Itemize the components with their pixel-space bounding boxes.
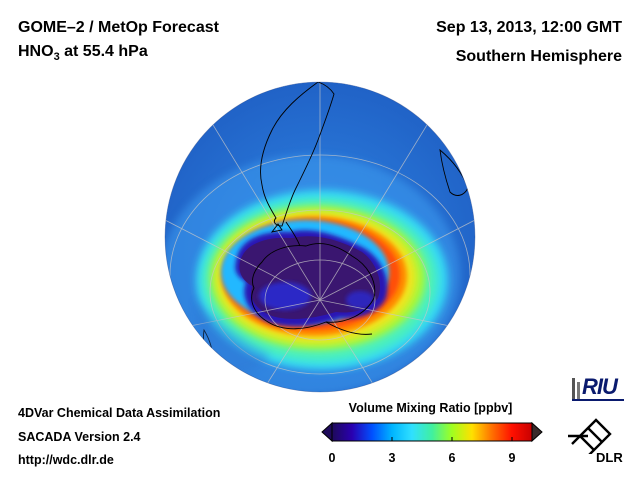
datetime-label: Sep 13, 2013, 12:00 GMT [436, 19, 622, 36]
riu-logo-text: RIU [582, 374, 618, 399]
pressure-level: at 55.4 hPa [59, 43, 148, 60]
map-subtitle: HNO3 at 55.4 hPa [18, 42, 148, 67]
map-title: GOME–2 / MetOp Forecast [18, 19, 219, 36]
colorbar-tick-label: 0 [328, 451, 336, 465]
colorbar-tick-label: 3 [388, 451, 396, 465]
colorbar-tick-label: 9 [508, 451, 516, 465]
globe-outline [164, 81, 476, 393]
dlr-logo-text: DLR [596, 450, 623, 465]
colorbar-max-arrow [531, 421, 543, 443]
dlr-logo-icon [568, 418, 612, 454]
footer-version: SACADA Version 2.4 [18, 430, 141, 444]
colorbar-ramp [331, 422, 533, 442]
colorbar-tick-marks [331, 437, 513, 441]
colorbar [321, 421, 543, 443]
footer-method: 4DVar Chemical Data Assimilation [18, 406, 221, 420]
hemisphere-map [164, 81, 476, 393]
footer-url-link[interactable]: http://wdc.dlr.de [18, 453, 114, 467]
region-label: Southern Hemisphere [455, 48, 622, 65]
colorbar-title: Volume Mixing Ratio [ppbv] [348, 401, 513, 415]
species-name: HNO [18, 43, 54, 60]
colorbar-min-arrow [321, 421, 333, 443]
colorbar-tick-label: 6 [448, 451, 456, 465]
riu-logo-icon [572, 378, 624, 401]
species-subscript: 3 [53, 51, 60, 64]
